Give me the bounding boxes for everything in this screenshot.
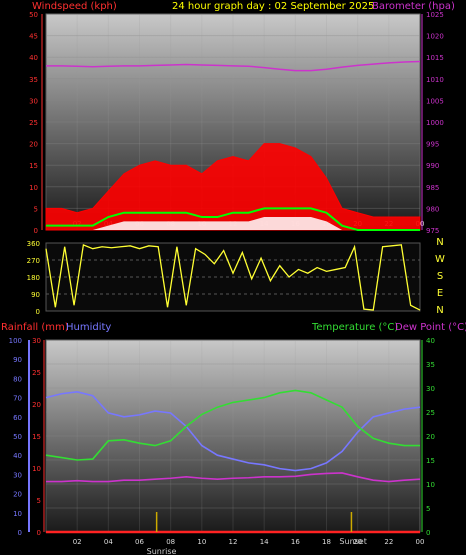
baro-y-tick: 1000 [426, 119, 444, 127]
date-title: 24 hour graph day : 02 September 2025 [172, 1, 374, 12]
direction-y-tick: 0 [36, 308, 40, 316]
temp-x-tick: 18 [322, 538, 331, 546]
baro-y-tick: 1010 [426, 76, 444, 84]
temp-x-tick: 08 [166, 538, 175, 546]
rainfall-y-tick: 30 [32, 337, 41, 345]
humidity-y-tick: 0 [18, 529, 22, 537]
humidity-y-tick: 60 [13, 414, 22, 422]
wind-y-tick: 30 [29, 97, 38, 105]
baro-y-tick: 990 [426, 162, 439, 170]
baro-y-tick: 980 [426, 205, 439, 213]
humidity-y-tick: 100 [9, 337, 22, 345]
direction-y-tick: 270 [27, 257, 40, 265]
temp-x-tick: 16 [291, 538, 300, 546]
wind-y-tick: 25 [29, 119, 38, 127]
gust-series [45, 143, 421, 231]
temp-x-tick: 10 [197, 538, 206, 546]
rainfall-title: Rainfall (mm) [1, 322, 69, 333]
wind-y-tick: 35 [29, 76, 38, 84]
rainfall-y-tick: 5 [37, 497, 41, 505]
average-wind-series [46, 207, 420, 231]
wind-y-tick: 40 [29, 54, 38, 62]
temp-x-tick: 06 [135, 538, 144, 546]
direction-y-tick: 180 [27, 274, 40, 282]
rainfall-y-tick: 25 [32, 369, 41, 377]
barometer-title: Barometer (hpa) [372, 1, 455, 12]
baro-y-tick: 1005 [426, 97, 444, 105]
sunset-label: Sunset [339, 537, 366, 546]
wind-y-tick: 20 [29, 141, 38, 149]
baro-y-tick: 1020 [426, 33, 444, 41]
baro-y-tick: 995 [426, 141, 439, 149]
rainfall-y-tick: 20 [32, 401, 41, 409]
compass-label: W [435, 254, 445, 265]
temperature-y-tick: 5 [426, 505, 430, 513]
humidity-y-tick: 90 [13, 356, 22, 364]
rainfall-y-tick: 15 [32, 433, 41, 441]
temp-plot-area [45, 339, 421, 533]
humidity-y-tick: 50 [13, 433, 22, 441]
temperature-y-tick: 30 [426, 385, 435, 393]
baro-y-tick: 1025 [426, 11, 444, 19]
rainfall-y-tick: 0 [37, 529, 41, 537]
humidity-y-tick: 20 [13, 491, 22, 499]
temp-x-tick: 20 [353, 538, 362, 546]
humidity-y-tick: 70 [13, 395, 22, 403]
temp-x-tick: 22 [384, 538, 393, 546]
temp-x-tick: 12 [229, 538, 238, 546]
baro-y-tick: 985 [426, 184, 439, 192]
wind-y-tick: 5 [34, 205, 38, 213]
temp-x-tick: 04 [104, 538, 113, 546]
temperature-series [45, 389, 420, 461]
wind-y-tick: 50 [29, 11, 38, 19]
baro-y-tick: 1015 [426, 54, 444, 62]
wind-y-tick: 15 [29, 162, 38, 170]
temp-x-tick: 02 [73, 538, 82, 546]
temperature-y-tick: 25 [426, 409, 435, 417]
humidity-y-tick: 30 [13, 471, 22, 479]
temperature-title: Temperature (°C) [311, 322, 398, 333]
low-wind-series [46, 217, 420, 230]
temperature-y-tick: 0 [426, 529, 430, 537]
barometer-series [46, 60, 421, 72]
temperature-y-tick: 10 [426, 481, 435, 489]
humidity-series [45, 391, 421, 472]
humidity-y-tick: 10 [13, 510, 22, 518]
windspeed-title: Windspeed (kph) [32, 1, 117, 12]
temperature-y-tick: 20 [426, 433, 435, 441]
temp-x-tick: 00 [416, 538, 425, 546]
humidity-y-tick: 80 [13, 375, 22, 383]
temperature-y-tick: 15 [426, 457, 435, 465]
direction-y-tick: 360 [27, 240, 40, 248]
compass-label: N [436, 305, 443, 316]
wind-y-tick: 0 [34, 227, 38, 235]
dewpoint-series [46, 472, 421, 483]
temp-x-tick: 14 [260, 538, 269, 546]
sunrise-label: Sunrise [147, 547, 177, 555]
dewpoint-title: Dew Point (°C) [395, 322, 466, 333]
humidity-y-tick: 40 [13, 452, 22, 460]
direction-y-tick: 90 [31, 291, 40, 299]
direction-series [45, 243, 421, 311]
humidity-title: Humidity [66, 322, 111, 333]
wind-y-tick: 10 [29, 184, 38, 192]
baro-y-tick: 975 [426, 227, 439, 235]
compass-label: E [437, 288, 443, 299]
temperature-y-tick: 40 [426, 337, 435, 345]
compass-label: S [437, 271, 443, 282]
compass-label: N [436, 237, 443, 248]
rainfall-y-tick: 10 [32, 465, 41, 473]
temperature-y-tick: 35 [426, 361, 435, 369]
wind-y-tick: 45 [29, 33, 38, 41]
